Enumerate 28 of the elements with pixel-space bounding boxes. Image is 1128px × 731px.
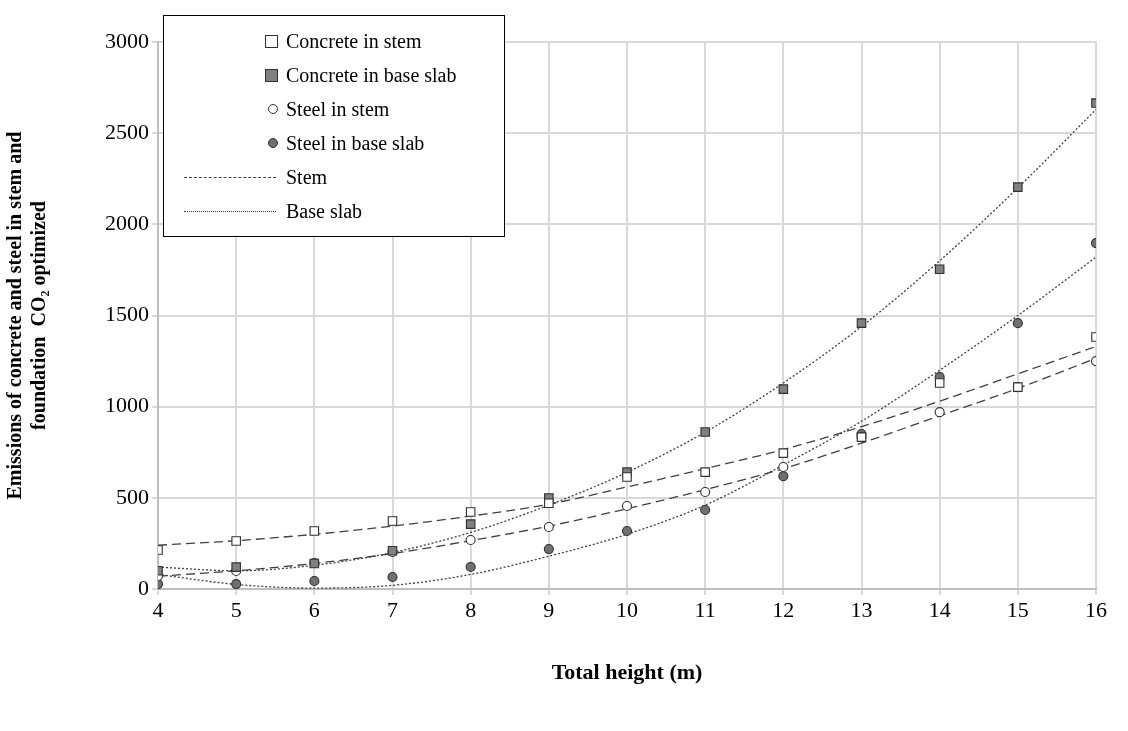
x-tick-label: 10: [616, 596, 638, 622]
y-tick-label: 0: [138, 574, 149, 600]
y-tick-label: 500: [116, 483, 149, 509]
x-tick-label: 11: [694, 596, 716, 622]
x-tick-label: 7: [387, 596, 398, 622]
y-tick-label: 1500: [105, 301, 149, 327]
legend-label: Stem: [286, 165, 328, 189]
x-tick-label: 16: [1085, 596, 1107, 622]
x-tick-label: 9: [543, 596, 555, 622]
y-tick-label: 2000: [105, 210, 149, 236]
y-tick-label: 1000: [105, 392, 149, 418]
legend-label: Steel in stem: [286, 97, 390, 121]
x-tick-label: 15: [1006, 596, 1029, 622]
legend-label: Steel in base slab: [286, 131, 425, 155]
legend-label: Base slab: [286, 199, 363, 223]
x-tick-label: 5: [230, 596, 242, 622]
x-tick-label: 4: [152, 596, 164, 622]
x-tick-label: 8: [465, 596, 477, 622]
x-axis-title: Total height (m): [551, 659, 703, 685]
x-tick-label: 14: [928, 596, 951, 622]
x-tick-label: 12: [772, 596, 795, 622]
y-tick-label: 3000: [105, 27, 149, 53]
legend-label: Concrete in base slab: [286, 63, 457, 87]
x-tick-label: 13: [850, 596, 873, 622]
x-tick-label: 6: [308, 596, 320, 622]
y-axis-title: Emissions of concrete and steel in stem and foundation CO₂ optimized: [3, 131, 51, 500]
y-tick-label: 2500: [105, 118, 149, 144]
legend-label: Concrete in stem: [286, 29, 422, 53]
